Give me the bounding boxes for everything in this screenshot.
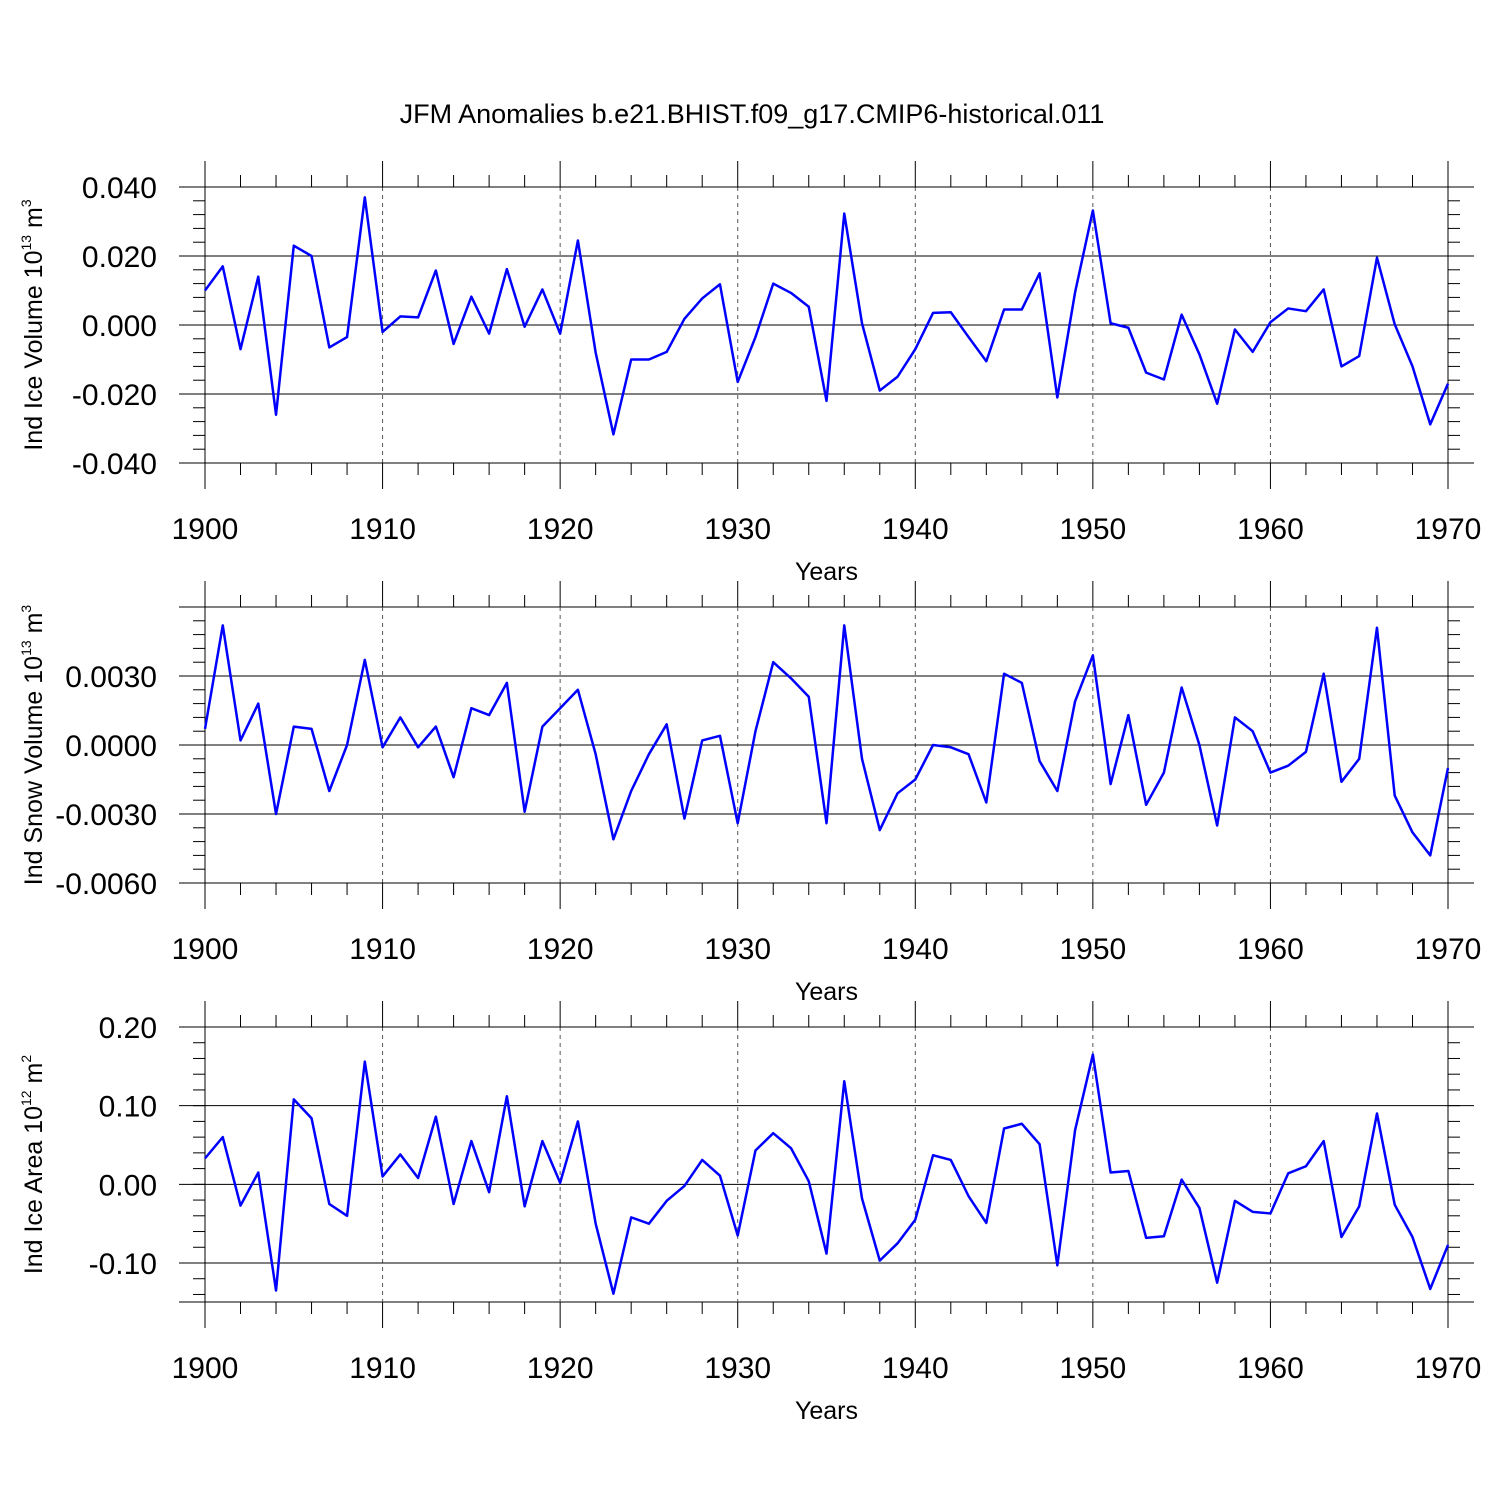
- ice-area-panel: 0.20 0.10 0.00 -0.10 1900 1910 1920 1930 1940 195…: [18, 1001, 1481, 1425]
- ice-volume-y-tick-label: 0.000: [82, 310, 157, 343]
- ice-area-y-tick-label: 0.00: [99, 1169, 157, 1202]
- snow-volume-y-tick-label: -0.0030: [55, 799, 157, 832]
- ice-area-x-tick-label: 1970: [1415, 1352, 1482, 1385]
- ice-area-y-axis-label: Ind Ice Area 1012 m2: [18, 1055, 48, 1275]
- ice-volume-x-tick-label: 1950: [1059, 513, 1126, 546]
- snow-volume-series-line: [203, 624, 1450, 857]
- snow-volume-y-axis-label: Ind Snow Volume 1013 m3: [18, 605, 48, 886]
- ice-area-y-tick-label: 0.20: [99, 1012, 157, 1045]
- snow-volume-x-tick-label: 1940: [882, 933, 949, 966]
- snow-volume-y-tick-label: 0.0000: [65, 730, 157, 763]
- snow-volume-panel: 0.0030 0.0000 -0.0030 -0.0060 1900 1910 1920 19…: [18, 581, 1481, 1006]
- ice-area-x-tick-label: 1960: [1237, 1352, 1304, 1385]
- ice-volume-y-tick-label: 0.040: [82, 172, 157, 205]
- ice-area-x-tick-label: 1950: [1059, 1352, 1126, 1385]
- snow-volume-y-tick-label: 0.0030: [65, 661, 157, 694]
- ice-volume-panel: 0.040 0.020 0.000 -0.020 -0.040 1900 1910 1920 1…: [18, 161, 1481, 586]
- ice-area-x-tick-label: 1920: [527, 1352, 594, 1385]
- ice-area-x-tick-label: 1930: [704, 1352, 771, 1385]
- ice-volume-x-tick-label: 1910: [349, 513, 416, 546]
- ice-area-x-axis-label: Years: [795, 1397, 858, 1425]
- ice-volume-x-tick-label: 1940: [882, 513, 949, 546]
- snow-volume-x-tick-label: 1900: [172, 933, 239, 966]
- ice-volume-y-tick-label: 0.020: [82, 241, 157, 274]
- ice-area-x-tick-label: 1910: [349, 1352, 416, 1385]
- ice-volume-series-line: [203, 196, 1450, 436]
- ice-volume-x-tick-label: 1900: [172, 513, 239, 546]
- ice-volume-x-tick-label: 1930: [704, 513, 771, 546]
- ice-volume-x-tick-label: 1920: [527, 513, 594, 546]
- ice-volume-x-tick-label: 1960: [1237, 513, 1304, 546]
- snow-volume-x-tick-label: 1930: [704, 933, 771, 966]
- snow-volume-x-tick-label: 1960: [1237, 933, 1304, 966]
- ice-area-y-tick-label: -0.10: [89, 1248, 157, 1281]
- ice-volume-x-tick-label: 1970: [1415, 513, 1482, 546]
- ice-area-series-line: [204, 1053, 1450, 1295]
- panels: 0.040 0.020 0.000 -0.020 -0.040 1900 1910 1920 1…: [18, 161, 1481, 1425]
- snow-volume-x-tick-label: 1920: [527, 933, 594, 966]
- ice-volume-y-tick-label: -0.040: [72, 448, 157, 481]
- figure-title: JFM Anomalies b.e21.BHIST.f09_g17.CMIP6-…: [400, 99, 1105, 129]
- ice-volume-y-tick-label: -0.020: [72, 379, 157, 412]
- snow-volume-x-axis-label: Years: [795, 978, 858, 1006]
- snow-volume-x-tick-label: 1970: [1415, 933, 1482, 966]
- snow-volume-x-tick-label: 1950: [1059, 933, 1126, 966]
- snow-volume-y-tick-label: -0.0060: [55, 868, 157, 901]
- snow-volume-x-tick-label: 1910: [349, 933, 416, 966]
- ice-volume-y-axis-label: Ind Ice Volume 1013 m3: [18, 199, 48, 451]
- ice-area-y-tick-label: 0.10: [99, 1091, 157, 1124]
- ice-volume-x-axis-label: Years: [795, 558, 858, 586]
- ice-area-x-tick-label: 1940: [882, 1352, 949, 1385]
- ice-area-x-tick-label: 1900: [172, 1352, 239, 1385]
